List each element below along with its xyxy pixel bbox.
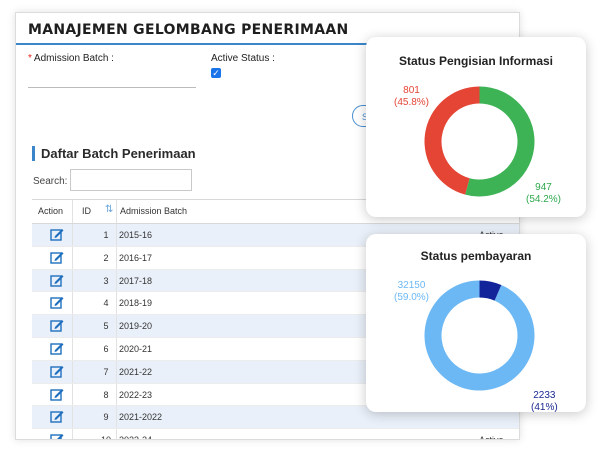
column-divider — [72, 383, 73, 406]
payment-status-percent-2233: (41%) — [531, 402, 558, 413]
column-header-id[interactable]: ID — [82, 206, 91, 216]
table-row: 2 2016-17 — [32, 246, 519, 270]
payment-status-label-32150: 32150 (59.0%) — [394, 280, 429, 304]
page-title: MANAJEMEN GELOMBANG PENERIMAAN — [28, 22, 349, 38]
column-divider — [72, 337, 73, 360]
payment-status-percent-32150: (59.0%) — [394, 292, 430, 303]
row-admission-batch: 2016-17 — [119, 252, 153, 263]
title-divider — [16, 43, 376, 45]
row-admission-batch: 2021-2022 — [119, 412, 163, 423]
column-divider — [72, 200, 73, 223]
active-status-label: Active Status : — [211, 53, 275, 64]
row-admission-batch: 2021-22 — [119, 366, 153, 377]
column-divider — [116, 246, 117, 269]
table-row: 6 2020-21 — [32, 337, 519, 361]
batch-list-heading: Daftar Batch Penerimaan — [32, 146, 196, 161]
column-divider — [116, 269, 117, 292]
info-status-percent-801: (45.8%) — [394, 97, 430, 108]
payment-status-slice-2233 — [479, 280, 502, 301]
row-admission-batch: 2019-20 — [119, 321, 153, 332]
column-divider — [72, 246, 73, 269]
admission-batch-input[interactable] — [28, 69, 196, 88]
row-id: 5 — [103, 321, 109, 332]
edit-icon[interactable] — [50, 410, 64, 424]
column-divider — [72, 360, 73, 383]
payment-status-label-2233: 2233 (41%) — [531, 390, 558, 414]
column-divider — [116, 200, 117, 223]
row-id: 8 — [103, 389, 109, 400]
payment-status-card: Status pembayaran 32150 (59.0%) 2233 (41… — [366, 234, 586, 414]
column-divider — [72, 224, 73, 246]
column-header-admission-batch[interactable]: Admission Batch — [120, 206, 188, 216]
column-divider — [116, 292, 117, 315]
info-status-value-947: 947 — [535, 182, 552, 193]
info-status-percent-947: (54.2%) — [526, 194, 562, 205]
row-id: 6 — [103, 343, 109, 354]
edit-icon[interactable] — [50, 251, 64, 264]
column-header-action: Action — [38, 206, 64, 216]
row-admission-batch: 2018-19 — [119, 298, 153, 309]
column-divider — [116, 429, 117, 439]
column-divider — [72, 315, 73, 337]
table-row: 102023-24 Active — [32, 429, 519, 440]
search-label: Search: — [33, 176, 68, 187]
column-divider — [116, 337, 117, 360]
info-status-title: Status Pengisian Informasi — [398, 54, 554, 68]
column-divider — [72, 406, 73, 429]
row-admission-batch: 2023-24 — [119, 435, 152, 439]
info-status-card: Status Pengisian Informasi 801 (45.8%) 9… — [366, 37, 586, 217]
info-status-slice-801 — [424, 86, 480, 195]
column-divider — [116, 360, 117, 383]
payment-status-slice-32150 — [424, 280, 535, 391]
edit-icon[interactable] — [50, 433, 64, 440]
row-id: 2 — [103, 252, 109, 263]
edit-icon[interactable] — [50, 228, 64, 241]
table-row: 4 2018-19 — [32, 292, 519, 316]
edit-icon[interactable] — [50, 342, 64, 355]
info-status-value-801: 801 — [403, 85, 420, 96]
table-search-input[interactable] — [70, 169, 192, 191]
row-id: 1 — [103, 230, 109, 240]
edit-icon[interactable] — [50, 296, 64, 310]
row-id: 10 — [94, 435, 118, 439]
edit-icon[interactable] — [50, 274, 64, 287]
row-admission-batch: 2020-21 — [119, 343, 153, 354]
payment-status-donut — [424, 280, 535, 391]
info-status-label-947: 947 (54.2%) — [526, 182, 561, 206]
edit-icon[interactable] — [50, 365, 64, 378]
column-divider — [116, 224, 117, 246]
info-status-donut — [424, 86, 535, 197]
info-status-slice-947 — [465, 86, 535, 197]
table-row: 9 2021-2022 — [32, 406, 519, 430]
column-divider — [72, 269, 73, 292]
column-divider — [72, 292, 73, 315]
column-divider — [116, 383, 117, 406]
required-mark: * — [28, 53, 32, 64]
row-id: 3 — [103, 275, 109, 286]
info-status-label-801: 801 (45.8%) — [394, 85, 429, 109]
column-divider — [116, 406, 117, 429]
payment-status-title: Status pembayaran — [420, 249, 532, 263]
row-id: 7 — [103, 366, 109, 377]
row-id: 9 — [103, 412, 109, 423]
sort-icon[interactable]: ⇅ — [105, 204, 114, 215]
table-row: 8 2022-23 — [32, 383, 519, 407]
payment-status-value-2233: 2233 — [533, 390, 556, 401]
edit-icon[interactable] — [50, 388, 64, 401]
row-id: 4 — [103, 298, 109, 309]
edit-icon[interactable] — [50, 319, 64, 332]
column-divider — [116, 315, 117, 337]
row-admission-batch: 2017-18 — [119, 275, 153, 286]
admission-batch-label: * Admission Batch : — [28, 53, 114, 64]
payment-status-value-32150: 32150 — [397, 280, 426, 291]
table-header: Action ID ⇅ Admission Batch — [32, 199, 519, 224]
row-status: Active — [479, 435, 504, 439]
column-divider — [72, 429, 73, 439]
active-status-checkbox[interactable]: ✓ — [211, 68, 221, 78]
row-admission-batch: 2015-16 — [119, 230, 153, 240]
row-admission-batch: 2022-23 — [119, 389, 153, 400]
admission-batch-label-text: Admission Batch : — [33, 53, 114, 64]
